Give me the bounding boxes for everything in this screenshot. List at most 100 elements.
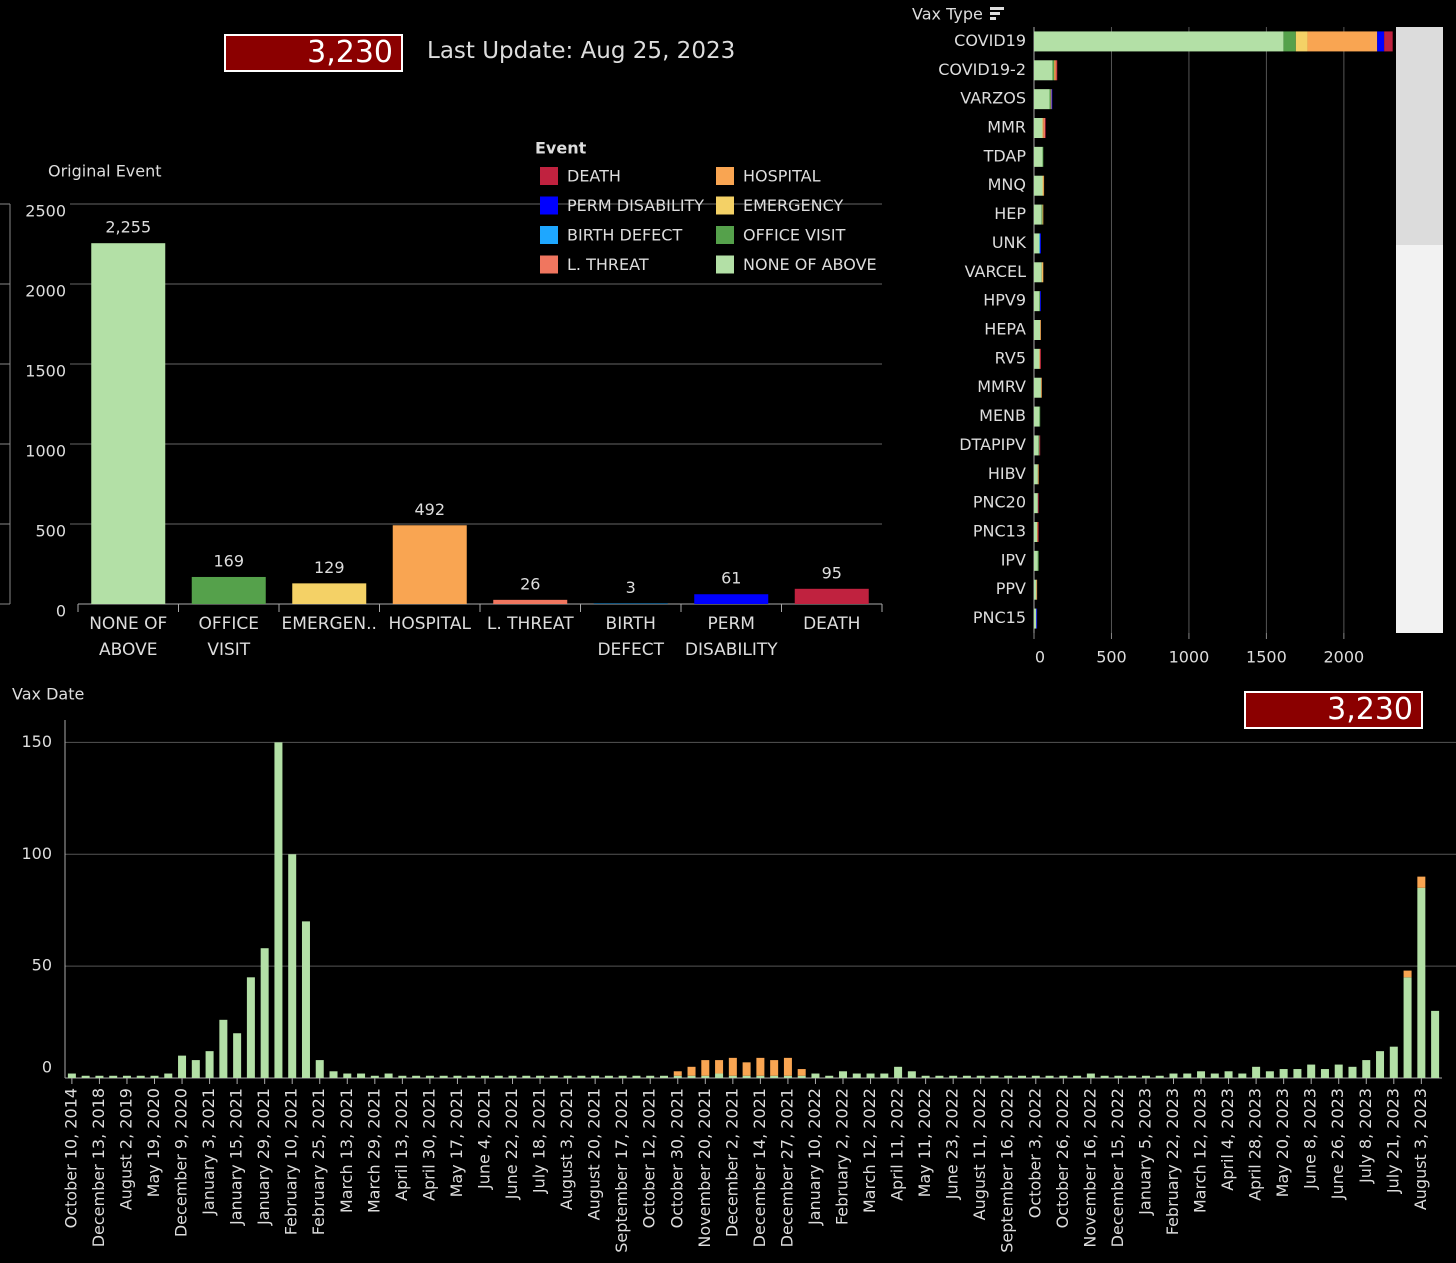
legend-title: Event (535, 139, 587, 158)
y-tick-label: 1500 (25, 362, 66, 381)
bar-segment (990, 1075, 999, 1078)
x-tick-label: May 17, 2021 (447, 1088, 466, 1197)
bar-segment (618, 1075, 627, 1078)
legend-label: HOSPITAL (743, 167, 821, 186)
bar-segment (728, 1057, 737, 1076)
bar (191, 576, 266, 604)
bar-segment (797, 1075, 806, 1078)
x-tick-label: January 10, 2022 (805, 1088, 824, 1226)
y-tick-label: COVID19 (954, 31, 1026, 50)
bar-segment (921, 1075, 930, 1078)
bar-segment (715, 1060, 724, 1074)
bar-segment (233, 1033, 242, 1078)
bar-segment (1040, 320, 1041, 340)
bar-segment (1018, 1075, 1027, 1078)
x-tick-label: February 10, 2021 (282, 1088, 301, 1235)
bar-segment (536, 1075, 545, 1078)
bar-segment (1040, 233, 1041, 254)
x-tick-label: March 29, 2021 (364, 1088, 383, 1213)
bar-segment (1265, 1071, 1274, 1078)
bar-segment (549, 1075, 558, 1078)
bar-segment (384, 1073, 393, 1078)
legend-swatch (716, 226, 734, 244)
bar-segment (453, 1075, 462, 1078)
x-tick-label: June 4, 2021 (474, 1088, 493, 1190)
bar-segment (1034, 291, 1040, 312)
bar-segment (1042, 204, 1044, 225)
bar-segment (1034, 146, 1043, 167)
bar-segment (1034, 175, 1043, 196)
bar-segment (1034, 579, 1037, 600)
bar-segment (1283, 31, 1296, 52)
x-tick-label: 1000 (1169, 648, 1210, 667)
bar-segment (756, 1075, 765, 1078)
bar-segment (1034, 118, 1043, 138)
bar-segment (288, 854, 297, 1078)
bar-segment (797, 1069, 806, 1076)
bar-segment (866, 1073, 875, 1078)
bar-segment (715, 1073, 724, 1078)
bar-segment (1034, 348, 1040, 369)
bar-segment (1128, 1075, 1137, 1078)
x-tick-label: January 3, 2021 (199, 1088, 218, 1216)
bar-segment (1051, 89, 1053, 110)
bar-segment (742, 1075, 751, 1078)
x-tick-label: February 25, 2021 (309, 1088, 328, 1235)
bar-segment (1040, 291, 1041, 312)
bar-segment (1040, 348, 1041, 369)
bar-segment (205, 1051, 214, 1078)
bar-segment (1279, 1069, 1288, 1078)
bar-segment (1004, 1075, 1013, 1078)
x-tick-label: 500 (1096, 648, 1127, 667)
bar-segment (122, 1075, 131, 1078)
bar-segment (1034, 377, 1041, 398)
y-tick-label: RV5 (995, 348, 1026, 367)
legend-label: BIRTH DEFECT (567, 226, 682, 245)
y-tick-label: HEP (994, 204, 1026, 223)
bar-segment (687, 1075, 696, 1078)
bar-segment (260, 948, 269, 1078)
bar-segment (1039, 233, 1041, 254)
y-tick-label: 150 (21, 732, 52, 751)
y-tick-label: DTAPIPV (959, 435, 1026, 454)
bar-segment (178, 1055, 187, 1078)
y-tick-label: 0 (56, 602, 66, 621)
legend-swatch (716, 196, 734, 215)
bar-segment (425, 1075, 434, 1078)
bar-segment (1039, 406, 1041, 427)
sort-icon (990, 7, 1004, 10)
x-tick-label: August 2, 2019 (116, 1088, 135, 1210)
bar-segment (1320, 1069, 1329, 1078)
bar-segment (1034, 608, 1037, 629)
x-tick-label: September 16, 2022 (998, 1088, 1017, 1253)
bar-segment (1389, 1046, 1398, 1078)
bar-segment (1293, 1069, 1302, 1078)
y-tick-label: PNC13 (973, 522, 1026, 541)
legend-label: L. THREAT (567, 255, 649, 274)
bar-segment (1050, 89, 1052, 110)
x-tick-label: July 8, 2023 (1356, 1088, 1375, 1184)
x-tick-label: May 11, 2022 (915, 1088, 934, 1197)
bar-segment (742, 1062, 751, 1076)
bar-segment (136, 1075, 145, 1078)
x-tick-label: March 12, 2022 (860, 1088, 879, 1213)
bar-segment (81, 1075, 90, 1078)
x-tick-label: 2000 (1324, 648, 1365, 667)
value-label: 26 (520, 574, 540, 593)
legend-swatch (540, 196, 558, 215)
bar (493, 599, 568, 604)
bar-segment (783, 1057, 792, 1076)
last-update: Last Update: Aug 25, 2023 (427, 38, 736, 64)
x-tick-label: November 20, 2021 (695, 1088, 714, 1248)
bar-segment (1183, 1073, 1192, 1078)
bar-segment (1042, 146, 1044, 167)
x-tick-label: March 12, 2023 (1191, 1088, 1210, 1213)
bar-segment (880, 1073, 889, 1078)
bar-segment (1034, 31, 1284, 52)
bar (91, 243, 166, 604)
bar-segment (976, 1075, 985, 1078)
bar-segment (1210, 1073, 1219, 1078)
x-tick-label: May 19, 2020 (144, 1088, 163, 1197)
bar-segment (357, 1073, 366, 1078)
legend-label: DEATH (567, 167, 621, 186)
